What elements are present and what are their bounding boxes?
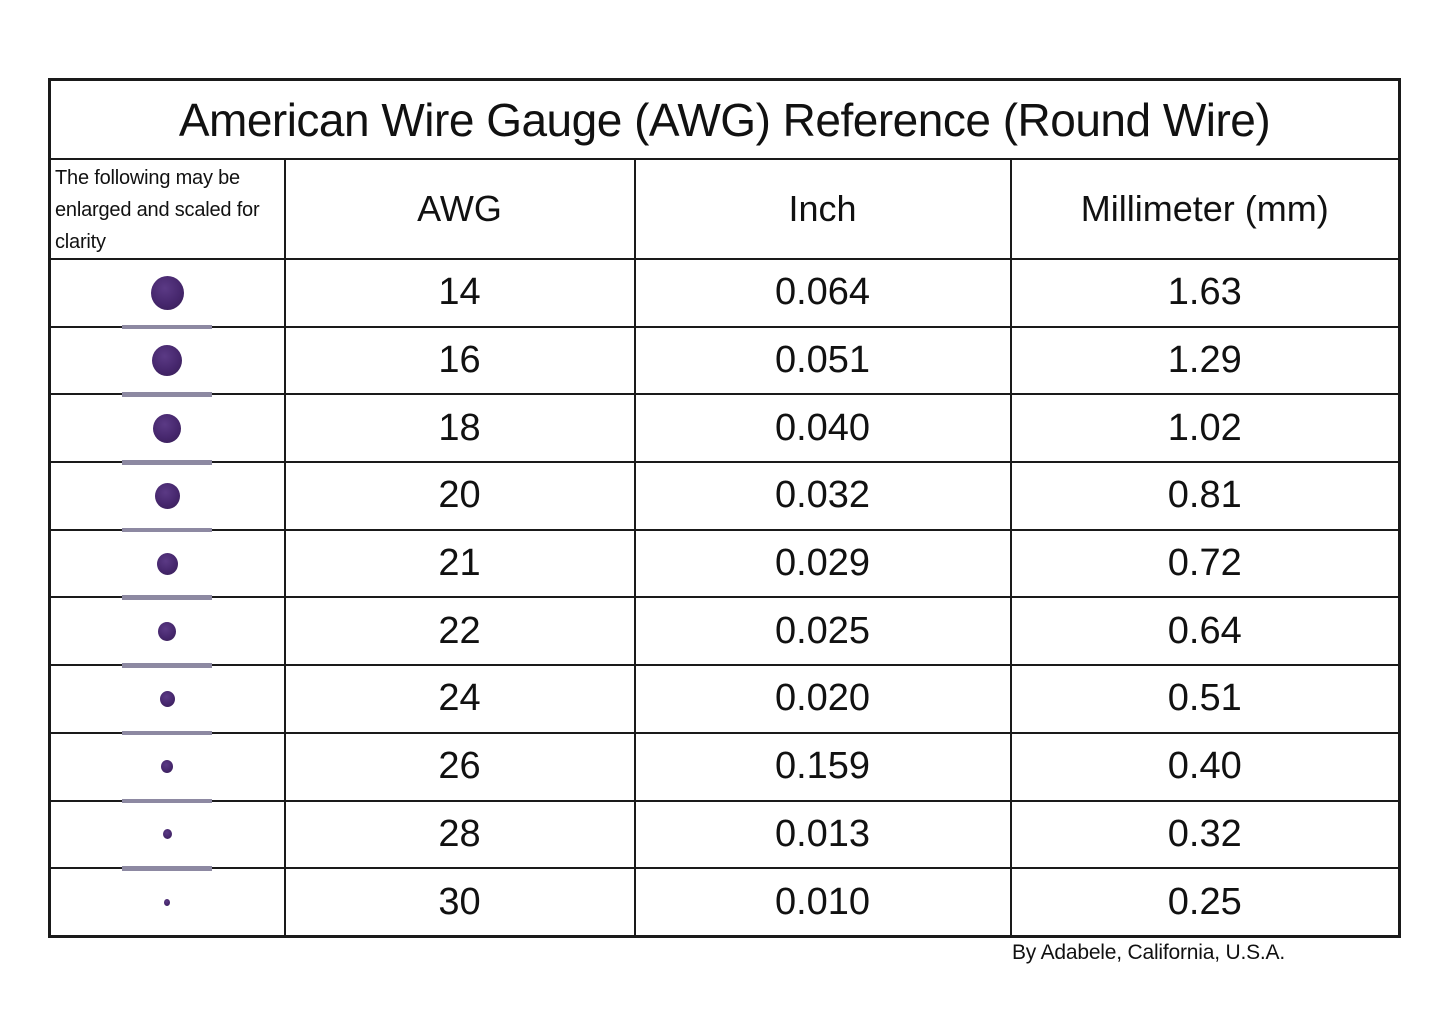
- wire-size-dot-icon: [154, 482, 180, 509]
- mm-value: 0.72: [1009, 528, 1401, 599]
- wire-dot-cell: [48, 393, 286, 465]
- table-row: 16 0.051 1.29: [48, 325, 1401, 397]
- inch-value: 0.040: [633, 393, 1012, 464]
- inch-value: 0.029: [633, 528, 1012, 599]
- credit-text: By Adabele, California, U.S.A.: [1012, 941, 1285, 964]
- wire-dot-cell: [48, 731, 286, 803]
- wire-dot-cell: [48, 596, 286, 668]
- table-row: 30 0.010 0.25: [48, 867, 1401, 938]
- mm-value: 1.29: [1009, 325, 1401, 396]
- mm-value: 0.40: [1009, 731, 1401, 802]
- wire-dot-cell: [48, 461, 286, 533]
- table-row: 20 0.032 0.81: [48, 461, 1401, 533]
- wire-size-dot-icon: [156, 552, 178, 575]
- wire-dot-cell: [48, 867, 286, 938]
- wire-size-dot-icon: [152, 345, 183, 377]
- inch-value: 0.025: [633, 596, 1012, 667]
- wire-size-dot-icon: [161, 760, 174, 774]
- wire-size-dot-icon: [153, 413, 182, 443]
- mm-value: 0.51: [1009, 664, 1401, 734]
- inch-value: 0.010: [633, 867, 1012, 938]
- awg-reference-table: American Wire Gauge (AWG) Reference (Rou…: [48, 78, 1402, 938]
- table-row: 24 0.020 0.51: [48, 664, 1401, 736]
- title-row: American Wire Gauge (AWG) Reference (Rou…: [48, 78, 1401, 160]
- awg-value: 20: [283, 461, 636, 531]
- mm-value: 0.32: [1009, 799, 1401, 870]
- column-header-millimeter: Millimeter (mm): [1009, 158, 1401, 260]
- table-body: 14 0.064 1.63 16 0.051 1.29 18 0.040 1.0…: [48, 258, 1401, 938]
- awg-value: 26: [283, 731, 636, 802]
- wire-dot-cell: [48, 325, 286, 397]
- table-row: 21 0.029 0.72: [48, 528, 1401, 600]
- table-row: 14 0.064 1.63: [48, 258, 1401, 330]
- table-title: American Wire Gauge (AWG) Reference (Rou…: [48, 78, 1401, 160]
- inch-value: 0.032: [633, 461, 1012, 531]
- wire-size-dot-icon: [158, 621, 177, 641]
- table-row: 28 0.013 0.32: [48, 799, 1401, 871]
- table-row: 26 0.159 0.40: [48, 731, 1401, 803]
- table-row: 22 0.025 0.64: [48, 596, 1401, 668]
- wire-size-dot-icon: [162, 829, 172, 840]
- column-header-awg: AWG: [283, 158, 636, 260]
- inch-value: 0.159: [633, 731, 1012, 802]
- wire-dot-cell: [48, 664, 286, 736]
- inch-value: 0.051: [633, 325, 1012, 396]
- corner-note: The following may be enlarged and scaled…: [48, 158, 286, 260]
- table-row: 18 0.040 1.02: [48, 393, 1401, 465]
- awg-value: 14: [283, 258, 636, 328]
- wire-dot-cell: [48, 799, 286, 871]
- mm-value: 0.64: [1009, 596, 1401, 667]
- wire-size-dot-icon: [159, 690, 175, 707]
- mm-value: 1.02: [1009, 393, 1401, 464]
- mm-value: 1.63: [1009, 258, 1401, 328]
- wire-size-dot-icon: [164, 898, 171, 906]
- awg-value: 28: [283, 799, 636, 870]
- wire-size-dot-icon: [150, 275, 184, 310]
- mm-value: 0.81: [1009, 461, 1401, 531]
- inch-value: 0.064: [633, 258, 1012, 328]
- mm-value: 0.25: [1009, 867, 1401, 938]
- awg-value: 16: [283, 325, 636, 396]
- inch-value: 0.020: [633, 664, 1012, 734]
- inch-value: 0.013: [633, 799, 1012, 870]
- column-header-inch: Inch: [633, 158, 1012, 260]
- awg-value: 24: [283, 664, 636, 734]
- awg-value: 30: [283, 867, 636, 938]
- awg-value: 21: [283, 528, 636, 599]
- wire-dot-cell: [48, 258, 286, 330]
- awg-value: 18: [283, 393, 636, 464]
- column-header-row: The following may be enlarged and scaled…: [48, 158, 1401, 260]
- wire-dot-cell: [48, 528, 286, 600]
- awg-value: 22: [283, 596, 636, 667]
